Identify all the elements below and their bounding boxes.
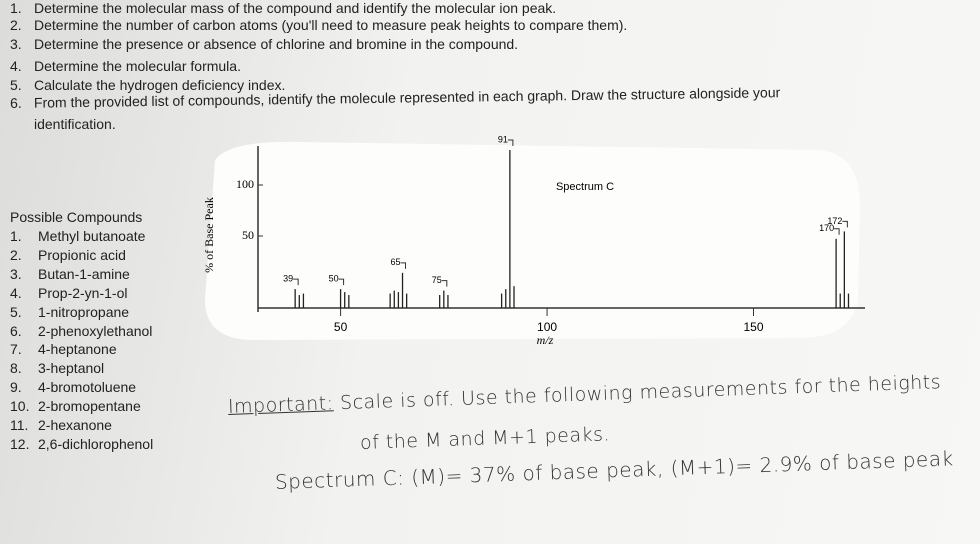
peak-label-hook: [441, 280, 448, 287]
compound: 5. 1-nitropropane: [10, 304, 129, 320]
compound-num: 4.: [10, 284, 22, 301]
peak-label: 172: [827, 216, 842, 226]
y-axis-label: % of Base Peak: [202, 197, 216, 273]
peak-label: 75: [432, 275, 442, 285]
compound: 8. 3-heptanol: [10, 360, 104, 376]
compound-num: 12.: [10, 435, 30, 452]
compound-num: 11.: [10, 417, 29, 433]
x-tick-label: 50: [334, 320, 348, 334]
compound: 6. 2-phenoxylethanol: [10, 323, 152, 339]
peak-label-hook: [507, 139, 514, 146]
compound-num: 8.: [10, 360, 22, 377]
peak-label: 91: [498, 134, 508, 144]
compound: 12. 2,6-dichlorophenol: [10, 436, 153, 452]
num: 2.: [10, 17, 22, 33]
peak-label-hook: [842, 220, 848, 228]
compound-name: 2-hexanone: [38, 417, 112, 433]
compound-num: 1.: [10, 228, 22, 244]
compound: 2. Propionic acid: [10, 247, 126, 263]
instruction: 3. Determine the presence or absence of c…: [10, 36, 518, 53]
instruction-continuation: identification.: [34, 116, 116, 132]
compound-name: 4-heptanone: [38, 341, 117, 358]
text: Determine the molecular mass of the comp…: [34, 0, 557, 16]
compound: 1. Methyl butanoate: [10, 228, 145, 244]
peak-label-hook: [834, 228, 840, 235]
peak-label-hook: [338, 278, 345, 286]
compound: 11. 2-hexanone: [10, 417, 112, 433]
peak-label: 65: [391, 257, 401, 267]
instruction: 5. Calculate the hydrogen deficiency inde…: [10, 77, 285, 94]
compound-num: 7.: [10, 341, 22, 358]
instruction: 4. Determine the molecular formula.: [10, 58, 241, 75]
num: 4.: [10, 58, 22, 74]
instruction: 1. Determine the molecular mass of the co…: [10, 0, 556, 17]
text: Determine the molecular formula.: [34, 58, 241, 74]
peak-label: 39: [283, 273, 293, 283]
y-tick-label: 50: [242, 228, 254, 242]
compound-num: 9.: [10, 379, 22, 396]
paper-cutout: [205, 141, 861, 340]
text: Determine the number of carbon atoms (yo…: [34, 17, 628, 33]
note-label: Important:: [227, 392, 334, 418]
compound-name: 3-heptanol: [38, 360, 105, 377]
num: 1.: [10, 0, 22, 16]
compound-num: 3.: [10, 265, 22, 282]
y-tick-label: 100: [236, 177, 254, 191]
instruction: 2. Determine the number of carbon atoms (…: [10, 17, 627, 34]
compounds-heading: Possible Compounds: [10, 209, 143, 225]
compound-name: 2,6-dichlorophenol: [38, 435, 154, 452]
compound-num: 10.: [10, 398, 30, 415]
compound-name: Propionic acid: [38, 246, 126, 263]
x-tick-label: 150: [743, 320, 763, 334]
compound: 9. 4-bromotoluene: [10, 379, 136, 395]
compound-num: 2.: [10, 246, 22, 263]
compound-name: 2-bromopentane: [38, 398, 141, 415]
compound-name: 1-nitropropane: [38, 303, 130, 320]
num: 3.: [10, 36, 22, 52]
compound-name: Prop-2-yn-1-ol: [38, 284, 128, 301]
compound-num: 5.: [10, 303, 22, 320]
compound-name: 2-phenoxylethanol: [38, 322, 153, 339]
compound: 4. Prop-2-yn-1-ol: [10, 285, 127, 301]
x-tick-label: 100: [537, 320, 557, 334]
spectrum-title: Spectrum C: [556, 181, 614, 193]
num: 5.: [10, 77, 22, 93]
compound-name: 4-bromotoluene: [38, 379, 137, 396]
text: Calculate the hydrogen deficiency index.: [34, 77, 286, 93]
compound-name: Butan-1-amine: [38, 265, 130, 282]
compound: 7. 4-heptanone: [10, 341, 117, 357]
peak-label-hook: [400, 262, 407, 269]
peak-label: 170: [819, 223, 834, 233]
peak-label: 50: [329, 273, 339, 283]
text: Determine the presence or absence of chl…: [34, 36, 519, 52]
x-axis-label: m/z: [537, 333, 554, 347]
compound: 10. 2-bromopentane: [10, 398, 141, 414]
peak-label-hook: [293, 278, 299, 286]
compound: 3. Butan-1-amine: [10, 266, 130, 282]
compound-num: 6.: [10, 322, 22, 339]
compound-name: Methyl butanoate: [38, 228, 146, 244]
